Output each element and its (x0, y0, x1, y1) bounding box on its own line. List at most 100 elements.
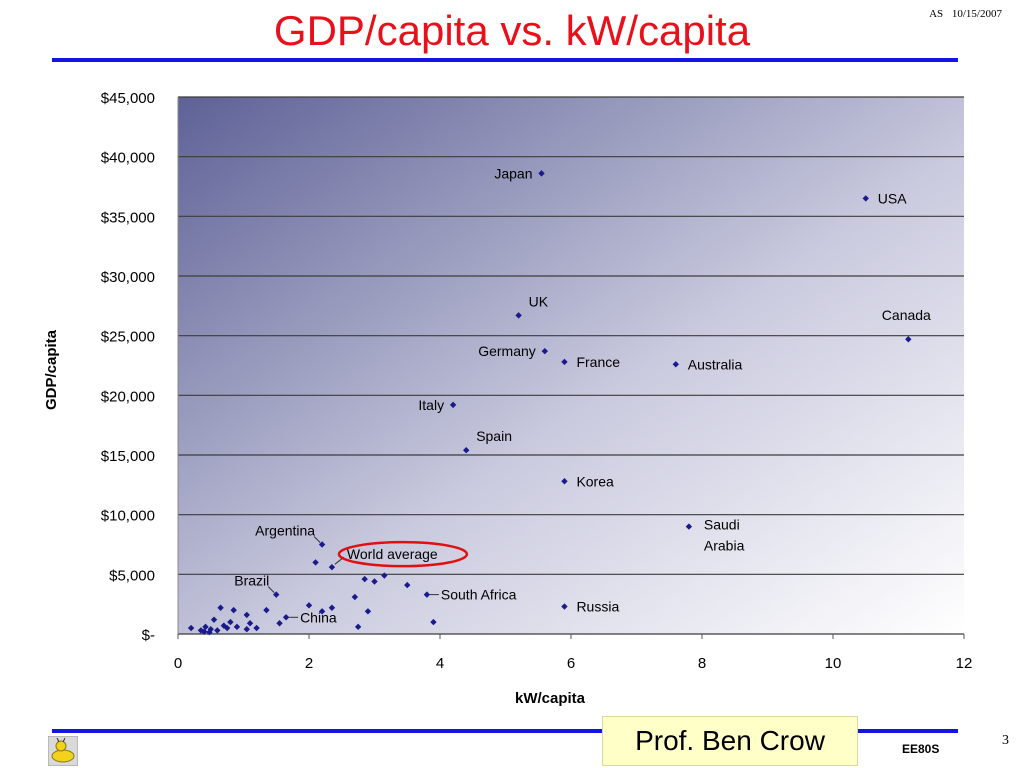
slide-title: GDP/capita vs. kW/capita (273, 7, 751, 54)
point-label-saudi-arabia-line2: Arabia (704, 538, 745, 554)
point-label-saudi-arabia: Saudi (704, 517, 740, 533)
data-point (210, 616, 218, 623)
data-point (227, 618, 234, 626)
y-axis-title: GDP/capita (43, 329, 60, 410)
point-label-spain: Spain (476, 428, 512, 444)
point-label-brazil: Brazil (234, 573, 269, 589)
y-tick-label: $30,000 (101, 269, 155, 286)
point-label-south-africa: South Africa (441, 587, 517, 603)
data-point (354, 623, 362, 631)
data-point (223, 624, 231, 632)
data-point-australia (672, 361, 679, 368)
data-point-brazil (273, 591, 280, 598)
data-point-russia (561, 603, 568, 610)
data-point (318, 608, 326, 615)
data-point (371, 578, 378, 585)
y-tick-label: $10,000 (101, 508, 155, 525)
data-point-uk (515, 312, 522, 319)
x-tick-label: 10 (825, 655, 842, 672)
data-point (430, 618, 437, 626)
point-label-usa: USA (878, 190, 907, 206)
y-tick-label: $40,000 (101, 150, 155, 167)
slug-mascot-icon (48, 736, 78, 766)
x-tick-label: 0 (174, 655, 182, 672)
y-tick-label: $45,000 (101, 90, 155, 107)
data-point (202, 623, 209, 631)
point-label-canada: Canada (882, 307, 931, 323)
point-label-argentina: Argentina (255, 523, 315, 539)
data-point-italy (449, 401, 457, 409)
point-label-france: France (576, 354, 620, 370)
data-point (217, 604, 224, 611)
title-rule (52, 58, 958, 62)
presenter-name: Prof. Ben Crow (602, 716, 858, 766)
data-point (312, 559, 319, 566)
data-point-japan (538, 170, 545, 177)
plot-area (178, 97, 964, 634)
point-label-australia: Australia (688, 356, 743, 372)
data-point (230, 606, 237, 614)
data-point-korea (561, 478, 568, 485)
data-point (328, 604, 336, 611)
data-point (243, 611, 250, 619)
data-point (207, 626, 214, 633)
point-label-japan: Japan (494, 165, 532, 181)
data-point (351, 593, 359, 601)
header-meta: AS 10/15/2007 (923, 8, 1002, 20)
data-point-germany (541, 347, 548, 355)
data-point (305, 602, 313, 609)
y-tick-label: $5,000 (109, 567, 155, 584)
point-label-uk: UK (529, 293, 549, 309)
point-label-germany: Germany (478, 343, 536, 359)
data-point-south-africa (423, 591, 431, 598)
x-tick-label: 8 (698, 655, 706, 672)
y-tick-label: $20,000 (101, 388, 155, 405)
data-point (214, 627, 221, 634)
data-point-france (561, 358, 568, 366)
data-point (263, 606, 270, 614)
point-label-china: China (300, 609, 337, 625)
data-point-world-average (328, 563, 336, 571)
y-tick-label: $- (142, 627, 155, 644)
data-point (233, 623, 241, 631)
data-point-argentina (318, 541, 326, 548)
data-point (404, 581, 411, 589)
x-tick-label: 12 (956, 655, 973, 672)
data-point (187, 624, 195, 632)
author-initials: AS (929, 8, 944, 20)
footer-rule (52, 729, 958, 733)
data-point (246, 620, 254, 627)
page-number: 3 (1002, 733, 1009, 748)
world-average-highlight-ellipse (337, 540, 469, 568)
data-point-canada (905, 336, 912, 343)
x-axis-title: kW/capita (515, 690, 586, 707)
data-point (361, 575, 368, 583)
label-leader (313, 536, 321, 543)
data-point (243, 626, 250, 633)
data-point (276, 620, 283, 627)
data-point-usa (862, 195, 869, 202)
x-tick-label: 2 (305, 655, 313, 672)
data-point (201, 628, 208, 635)
x-tick-label: 6 (567, 655, 575, 672)
data-point (197, 627, 205, 634)
slide-date: 10/15/2007 (951, 8, 1002, 20)
data-point (220, 622, 228, 629)
x-tick-label: 4 (436, 655, 444, 672)
point-label-italy: Italy (418, 397, 444, 413)
data-point-china (282, 614, 290, 621)
data-point (381, 572, 388, 579)
point-label-russia: Russia (576, 599, 619, 615)
point-label-korea: Korea (576, 473, 614, 489)
data-point (364, 608, 372, 615)
y-tick-label: $15,000 (101, 448, 155, 465)
y-tick-label: $25,000 (101, 329, 155, 346)
data-point (206, 629, 213, 636)
label-leader (267, 586, 275, 593)
point-label-world-average: World average (347, 546, 438, 562)
y-tick-label: $35,000 (101, 209, 155, 226)
data-point-saudi-arabia (685, 523, 693, 530)
course-code: EE80S (902, 742, 940, 756)
data-point-spain (463, 447, 470, 454)
